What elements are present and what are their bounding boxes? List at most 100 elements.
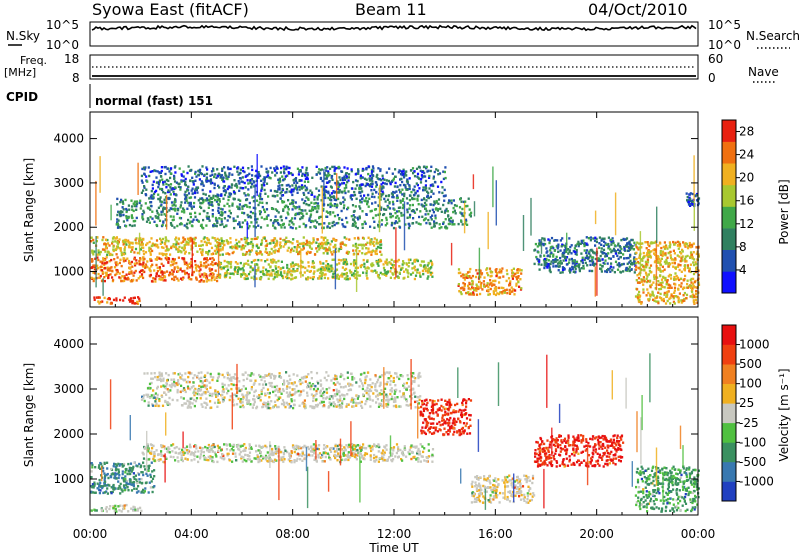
range-cell	[109, 273, 112, 276]
range-cell	[151, 490, 154, 494]
range-cell	[145, 175, 148, 178]
range-cell	[241, 252, 245, 256]
range-cell	[413, 197, 416, 201]
range-cell	[642, 265, 645, 268]
range-cell	[286, 271, 289, 274]
range-cell	[260, 216, 263, 219]
range-cell	[370, 263, 373, 266]
range-cell	[302, 242, 305, 246]
range-cell	[192, 218, 195, 221]
range-cell	[250, 221, 253, 224]
range-streak	[614, 192, 617, 236]
range-cell	[186, 207, 189, 210]
range-cell	[321, 243, 324, 246]
range-cell	[492, 283, 495, 286]
range-cell	[274, 267, 278, 270]
range-cell	[131, 246, 134, 249]
range-cell	[697, 253, 700, 256]
range-cell	[545, 259, 548, 262]
range-cell	[416, 199, 419, 202]
range-cell	[183, 238, 186, 241]
range-cell	[121, 206, 124, 209]
range-cell	[649, 242, 652, 245]
range-cell	[183, 208, 186, 212]
range-streak	[472, 174, 475, 190]
range-cell	[242, 187, 245, 190]
range-cell	[238, 172, 241, 175]
range-cell	[201, 197, 204, 200]
range-cell	[263, 217, 266, 221]
range-cell	[416, 189, 419, 193]
range-cell	[411, 262, 414, 265]
range-cell	[241, 221, 244, 224]
range-cell	[664, 252, 667, 255]
range-cell	[259, 250, 262, 254]
range-cell	[557, 265, 560, 268]
range-cell	[161, 253, 164, 257]
range-cell	[436, 169, 440, 172]
range-cell	[132, 296, 135, 300]
range-cell	[267, 273, 270, 276]
range-cell	[215, 224, 218, 228]
range-cell	[261, 269, 264, 273]
range-cell	[223, 259, 226, 263]
range-cell	[457, 283, 460, 286]
range-cell	[119, 463, 122, 466]
range-cell	[327, 211, 330, 214]
range-cell	[461, 273, 464, 276]
range-cell	[325, 185, 328, 188]
range-cell	[262, 182, 265, 185]
range-cell	[156, 211, 159, 215]
range-cell	[103, 276, 106, 279]
range-cell	[148, 197, 151, 200]
range-cell	[362, 243, 365, 247]
range-cell	[686, 264, 689, 267]
range-cell	[335, 277, 338, 280]
range-cell	[482, 285, 486, 288]
range-cell	[333, 198, 336, 201]
range-cell	[664, 278, 667, 282]
range-cell	[574, 244, 577, 247]
range-cell	[400, 211, 403, 215]
range-cell	[234, 261, 237, 264]
range-cell	[324, 246, 327, 250]
range-cell	[561, 268, 565, 271]
range-cell	[342, 182, 346, 185]
range-cell	[406, 216, 409, 219]
range-cell	[107, 476, 110, 480]
range-cell	[661, 285, 664, 289]
range-cell	[278, 184, 281, 187]
range-cell	[247, 263, 250, 266]
range-cell	[278, 187, 281, 190]
range-cell	[124, 467, 127, 471]
range-cell	[358, 205, 361, 208]
range-cell	[459, 198, 462, 201]
range-cell	[133, 251, 136, 254]
range-cell	[242, 264, 245, 267]
range-cell	[607, 242, 610, 246]
range-cell	[638, 272, 641, 276]
range-cell	[172, 259, 176, 263]
range-cell	[421, 204, 424, 207]
range-cell	[223, 243, 226, 247]
range-cell	[286, 266, 289, 269]
range-cell	[215, 248, 218, 251]
range-cell	[297, 263, 300, 266]
range-cell	[628, 261, 631, 264]
range-cell	[261, 201, 264, 204]
range-cell	[659, 263, 662, 266]
range-cell	[167, 258, 171, 261]
freq-tick-bottom: 8	[72, 71, 80, 85]
range-cell	[636, 281, 640, 284]
range-cell	[251, 242, 254, 246]
range-cell	[681, 248, 684, 252]
range-cell	[683, 264, 686, 268]
range-cell	[277, 265, 280, 269]
range-cell	[240, 238, 243, 241]
range-cell	[404, 172, 407, 175]
range-cell	[405, 262, 408, 265]
range-cell	[133, 203, 136, 207]
range-cell	[152, 192, 156, 196]
range-cell	[187, 241, 190, 244]
range-cell	[218, 276, 221, 279]
